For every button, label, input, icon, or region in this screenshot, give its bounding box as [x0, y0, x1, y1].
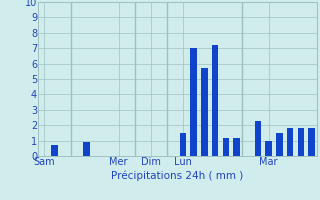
Bar — [180, 133, 186, 156]
Bar — [223, 138, 229, 156]
Bar — [276, 133, 283, 156]
Bar — [233, 138, 240, 156]
Bar — [255, 121, 261, 156]
Bar — [298, 128, 304, 156]
Bar — [287, 128, 293, 156]
Bar — [190, 48, 197, 156]
Bar — [84, 142, 90, 156]
Bar — [51, 145, 58, 156]
Bar — [201, 68, 208, 156]
Bar — [265, 141, 272, 156]
Bar — [212, 45, 218, 156]
Bar — [308, 128, 315, 156]
X-axis label: Précipitations 24h ( mm ): Précipitations 24h ( mm ) — [111, 170, 244, 181]
